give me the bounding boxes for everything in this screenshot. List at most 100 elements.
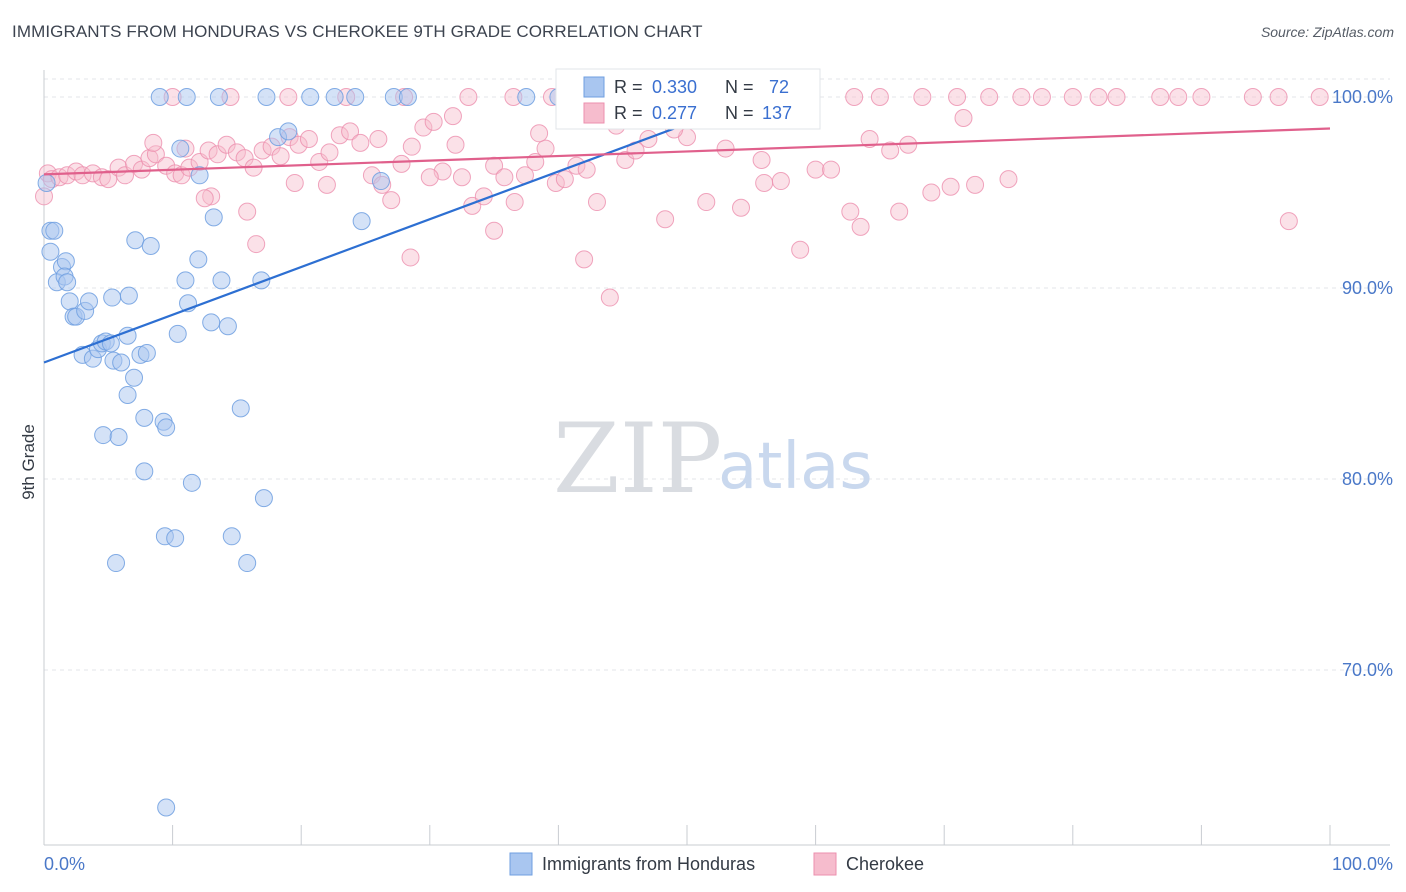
cherokee-point-130	[530, 124, 549, 143]
honduras-point-66	[257, 88, 276, 106]
cherokee-point-50	[495, 168, 514, 187]
honduras-points	[37, 88, 568, 817]
honduras-point-35	[109, 427, 128, 446]
honduras-point-49	[218, 317, 237, 336]
cherokee-point-42	[414, 118, 433, 137]
cherokee-point-73	[822, 160, 841, 179]
y-tick-label-80: 80.0%	[1342, 469, 1393, 489]
cherokee-point-31	[299, 130, 318, 149]
legend-swatch-cherokee	[583, 102, 605, 124]
honduras-point-5	[56, 252, 75, 271]
cherokee-point-59	[587, 193, 606, 212]
trendlines	[43, 122, 1331, 364]
honduras-point-54	[254, 489, 273, 508]
cherokee-point-84	[1063, 88, 1082, 106]
cherokee-trendline	[43, 127, 1331, 176]
cherokee-point-51	[505, 193, 524, 212]
bottom-legend-label-honduras: Immigrants from Honduras	[542, 854, 755, 874]
cherokee-point-8	[99, 170, 118, 189]
watermark-atlas: atlas	[718, 430, 873, 504]
series-legend: Immigrants from Honduras Cherokee	[509, 852, 924, 876]
cherokee-point-14	[146, 145, 165, 164]
cherokee-point-114	[1089, 88, 1108, 106]
honduras-point-32	[157, 418, 176, 437]
cherokee-point-20	[199, 141, 218, 160]
cherokee-point-128	[446, 135, 465, 154]
legend-r-label-honduras: R =	[614, 77, 643, 97]
cherokee-point-82	[999, 170, 1018, 189]
honduras-point-58	[279, 122, 298, 141]
y-tick-label-100: 100.0%	[1332, 87, 1393, 107]
honduras-point-48	[202, 313, 221, 332]
cherokee-point-120	[238, 202, 257, 221]
honduras-point-0	[37, 173, 56, 192]
honduras-point-46	[171, 139, 190, 158]
honduras-point-71	[517, 88, 536, 106]
honduras-point-24	[119, 286, 138, 305]
legend-n-value-cherokee: 137	[762, 103, 792, 123]
cherokee-point-121	[247, 235, 266, 254]
cherokee-point-54	[536, 139, 555, 158]
correlation-legend: R = 0.330 N = 72 R = 0.277 N = 137	[555, 68, 821, 130]
cherokee-point-36	[351, 133, 370, 152]
cherokee-point-94	[845, 88, 864, 106]
cherokee-point-39	[382, 191, 401, 210]
cherokee-point-45	[443, 107, 462, 126]
cherokee-point-91	[1310, 88, 1329, 106]
honduras-point-60	[346, 88, 365, 106]
cherokee-point-21	[208, 145, 227, 164]
cherokee-point-129	[369, 130, 388, 149]
honduras-point-56	[252, 271, 271, 290]
cherokee-point-86	[1151, 88, 1170, 106]
cherokee-point-125	[485, 221, 504, 240]
cherokee-point-89	[1269, 88, 1288, 106]
cherokee-point-43	[424, 112, 443, 131]
x-tick-labels: 0.0% 100.0%	[44, 854, 1393, 874]
honduras-point-9	[60, 292, 79, 311]
honduras-point-40	[157, 798, 176, 817]
chart-title: IMMIGRANTS FROM HONDURAS VS CHEROKEE 9TH…	[12, 22, 703, 41]
honduras-point-3	[41, 242, 60, 261]
honduras-point-38	[166, 529, 185, 548]
y-tick-label-90: 90.0%	[1342, 278, 1393, 298]
legend-n-label-cherokee: N =	[725, 103, 754, 123]
honduras-point-28	[137, 343, 156, 362]
honduras-point-26	[118, 385, 137, 404]
honduras-point-59	[325, 88, 344, 106]
cherokee-point-83	[1032, 88, 1051, 106]
cherokee-point-133	[755, 173, 774, 192]
legend-r-value-honduras: 0.330	[652, 77, 697, 97]
cherokee-point-80	[954, 109, 973, 128]
honduras-point-25	[125, 368, 144, 387]
cherokee-point-111	[870, 88, 889, 106]
watermark: ZIP atlas	[553, 403, 873, 515]
cherokee-point-115	[1192, 88, 1211, 106]
cherokee-point-74	[841, 202, 860, 221]
legend-n-label-honduras: N =	[725, 77, 754, 97]
cherokee-point-66	[697, 193, 716, 212]
honduras-point-64	[352, 212, 371, 231]
x-tick-label-max: 100.0%	[1332, 854, 1393, 874]
legend-r-value-cherokee: 0.277	[652, 103, 697, 123]
cherokee-point-124	[401, 248, 420, 267]
honduras-point-43	[176, 271, 195, 290]
cherokee-point-71	[791, 240, 810, 259]
legend-r-label-cherokee: R =	[614, 103, 643, 123]
honduras-point-69	[150, 88, 169, 106]
honduras-point-2	[45, 221, 64, 240]
x-tick-label-min: 0.0%	[44, 854, 85, 874]
cherokee-point-126	[575, 250, 594, 269]
honduras-point-34	[94, 426, 113, 445]
cherokee-point-135	[941, 177, 960, 196]
cherokee-point-67	[716, 139, 735, 158]
bottom-legend-label-cherokee: Cherokee	[846, 854, 924, 874]
honduras-point-13	[80, 292, 99, 311]
cherokee-point-90	[1279, 212, 1298, 231]
honduras-point-51	[231, 399, 250, 418]
cherokee-point-127	[420, 168, 439, 187]
honduras-point-30	[141, 236, 160, 255]
cherokee-point-81	[966, 175, 985, 194]
cherokee-point-76	[860, 130, 879, 149]
cherokee-point-93	[913, 88, 932, 106]
